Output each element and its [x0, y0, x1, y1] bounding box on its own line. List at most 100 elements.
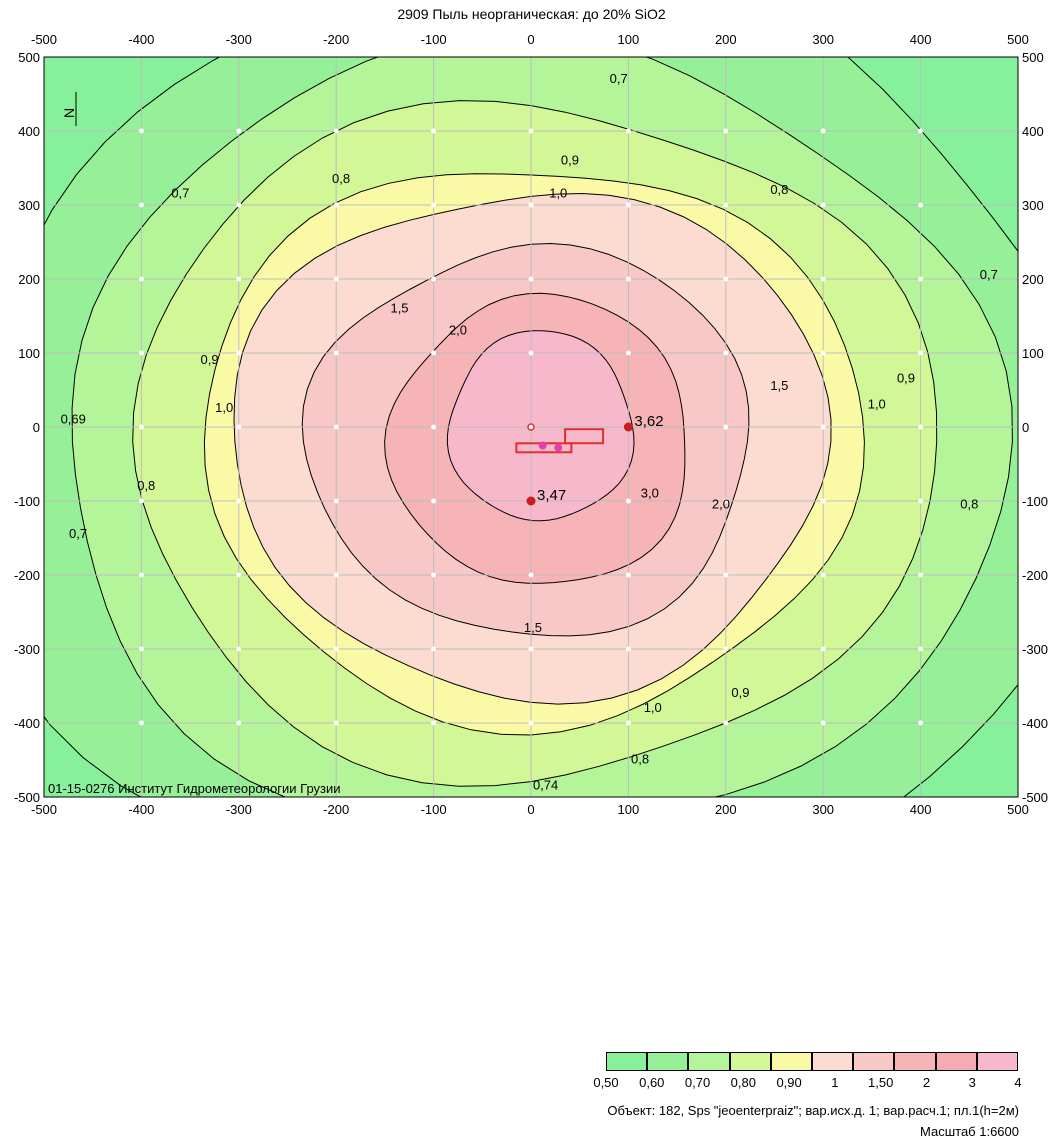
- grid-node: [431, 276, 437, 282]
- grid-node: [528, 720, 534, 726]
- grid-node: [138, 202, 144, 208]
- tick-label-right: 0: [1022, 420, 1029, 435]
- tick-label-left: 0: [33, 420, 40, 435]
- grid-node: [723, 350, 729, 356]
- grid-node: [333, 350, 339, 356]
- legend-swatch: [813, 1053, 855, 1070]
- contour-label: 0,8: [631, 752, 649, 767]
- grid-node: [138, 276, 144, 282]
- tick-label-bottom: 100: [618, 802, 640, 817]
- contour-label: 1,0: [868, 397, 886, 412]
- tick-label-left: -400: [14, 716, 40, 731]
- grid-node: [138, 424, 144, 430]
- tick-label-top: 400: [910, 32, 932, 47]
- grid-node: [625, 646, 631, 652]
- tick-label-right: 100: [1022, 346, 1044, 361]
- tick-label-top: 100: [618, 32, 640, 47]
- grid-node: [918, 646, 924, 652]
- grid-node: [528, 128, 534, 134]
- tick-label-top: 500: [1007, 32, 1029, 47]
- tick-label-right: -400: [1022, 716, 1048, 731]
- tick-label-top: -100: [421, 32, 447, 47]
- grid-node: [236, 128, 242, 134]
- tick-label-left: 200: [18, 272, 40, 287]
- grid-node: [625, 128, 631, 134]
- legend-swatch: [977, 1053, 1018, 1070]
- contour-label: 0,74: [533, 778, 558, 793]
- grid-node: [625, 202, 631, 208]
- tick-label-bottom: -200: [323, 802, 349, 817]
- tick-label-right: 300: [1022, 198, 1044, 213]
- grid-node: [333, 572, 339, 578]
- max-point-label: 3,62: [634, 413, 663, 430]
- grid-node: [625, 498, 631, 504]
- legend-swatch: [689, 1053, 731, 1070]
- grid-node: [333, 202, 339, 208]
- tick-label-right: 400: [1022, 124, 1044, 139]
- contour-label: 1,5: [390, 300, 408, 315]
- grid-node: [431, 498, 437, 504]
- contour-label: 0,8: [332, 171, 350, 186]
- legend-label: 1: [831, 1075, 839, 1090]
- tick-label-left: 400: [18, 124, 40, 139]
- grid-node: [723, 424, 729, 430]
- scale-text: Масштаб 1:6600: [920, 1124, 1019, 1139]
- contour-label: 0,8: [137, 478, 155, 493]
- legend-swatch: [936, 1053, 978, 1070]
- grid-node: [333, 720, 339, 726]
- tick-label-right: 200: [1022, 272, 1044, 287]
- legend-label: 1,50: [868, 1075, 894, 1090]
- grid-node: [236, 424, 242, 430]
- grid-node: [723, 498, 729, 504]
- tick-label-left: -300: [14, 642, 40, 657]
- tick-label-bottom: -400: [128, 802, 154, 817]
- color-legend: [606, 1052, 1018, 1071]
- grid-node: [820, 720, 826, 726]
- grid-node: [820, 350, 826, 356]
- tick-label-top: -200: [323, 32, 349, 47]
- grid-node: [431, 572, 437, 578]
- grid-node: [820, 202, 826, 208]
- grid-node: [138, 128, 144, 134]
- tick-label-left: -100: [14, 494, 40, 509]
- legend-swatch: [648, 1053, 690, 1070]
- grid-node: [236, 276, 242, 282]
- contour-label: 1,0: [215, 400, 233, 415]
- contour-label: 0,7: [610, 71, 628, 86]
- grid-node: [138, 646, 144, 652]
- tick-label-bottom: 300: [812, 802, 834, 817]
- legend-swatch: [854, 1053, 896, 1070]
- grid-node: [431, 350, 437, 356]
- contour-label: 1,5: [770, 378, 788, 393]
- grid-node: [528, 572, 534, 578]
- grid-node: [528, 424, 534, 430]
- grid-node: [431, 128, 437, 134]
- tick-label-right: -500: [1022, 790, 1048, 805]
- grid-node: [723, 572, 729, 578]
- contour-label: 0,9: [731, 685, 749, 700]
- grid-node: [528, 350, 534, 356]
- contour-label: 0,7: [171, 186, 189, 201]
- contour-label: 0,9: [201, 352, 219, 367]
- grid-node: [431, 646, 437, 652]
- grid-node: [333, 128, 339, 134]
- grid-node: [625, 350, 631, 356]
- grid-node: [723, 202, 729, 208]
- tick-label-right: -100: [1022, 494, 1048, 509]
- max-point-label: 3,47: [537, 487, 566, 504]
- tick-label-left: 100: [18, 346, 40, 361]
- legend-swatch: [771, 1053, 814, 1070]
- tick-label-top: 0: [527, 32, 534, 47]
- tick-label-bottom: 400: [910, 802, 932, 817]
- grid-node: [528, 646, 534, 652]
- tick-label-left: 500: [18, 50, 40, 65]
- contour-label: 0,9: [897, 371, 915, 386]
- grid-node: [918, 720, 924, 726]
- tick-label-bottom: 500: [1007, 802, 1029, 817]
- grid-node: [138, 498, 144, 504]
- grid-node: [431, 424, 437, 430]
- source-marker: [564, 428, 605, 445]
- object-info-text: Объект: 182, Sps "jeoenterpraiz"; вар.ис…: [607, 1103, 1019, 1118]
- max-point: [623, 422, 633, 432]
- contour-label: 2,0: [712, 496, 730, 511]
